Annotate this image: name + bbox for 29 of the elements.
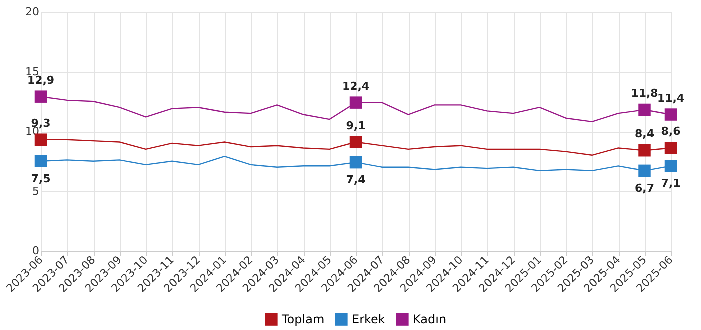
data-label: 8,4 — [635, 128, 655, 141]
data-label: 7,5 — [31, 172, 51, 186]
point — [638, 144, 651, 157]
point — [638, 164, 651, 178]
point — [350, 96, 362, 109]
point — [664, 160, 678, 172]
point — [350, 136, 362, 148]
data-label: 9,3 — [31, 116, 51, 130]
point — [350, 156, 362, 169]
point — [638, 104, 651, 116]
data-label: 11,8 — [631, 86, 658, 100]
data-label: 9,1 — [346, 119, 366, 132]
data-label: 12,4 — [342, 80, 370, 93]
y-tick-label: 5 — [32, 184, 40, 198]
data-label: 7,4 — [346, 174, 366, 187]
data-label: 6,7 — [635, 182, 654, 195]
legend-label: Kadın — [413, 312, 447, 327]
point — [664, 142, 678, 154]
data-label: 11,4 — [657, 92, 685, 105]
data-label: 8,6 — [661, 125, 682, 138]
y-tick-label: 20 — [26, 6, 40, 18]
point — [664, 108, 678, 121]
legend-label: Toplam — [281, 312, 325, 327]
point — [34, 155, 48, 168]
y-tick-label: 0 — [32, 244, 40, 258]
legend-label: Erkek — [352, 312, 386, 327]
point — [34, 134, 48, 146]
point — [34, 90, 48, 103]
data-label: 7,1 — [661, 177, 681, 190]
